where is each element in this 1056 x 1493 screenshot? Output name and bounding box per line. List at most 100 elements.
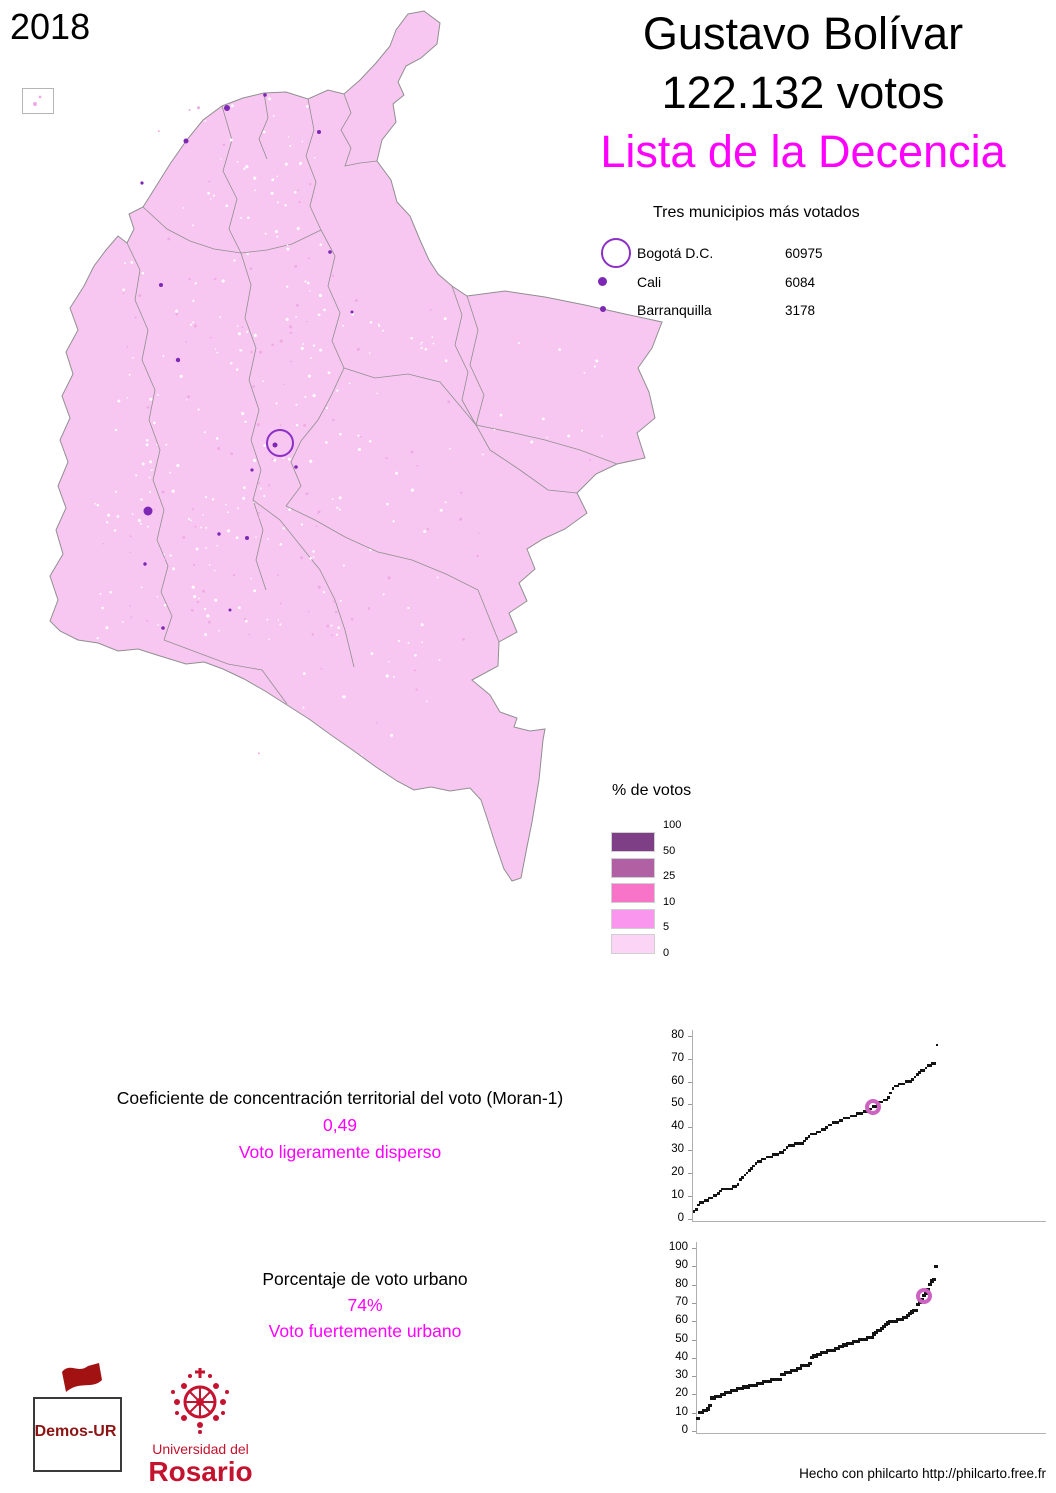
- data-point: [814, 1354, 818, 1358]
- data-point: [730, 1187, 733, 1191]
- data-point: [708, 1196, 711, 1200]
- moran-heading: Coeficiente de concentración territorial…: [116, 1088, 564, 1108]
- y-tick-label: 60: [675, 1314, 688, 1327]
- data-point: [832, 1348, 836, 1353]
- data-point: [807, 1135, 811, 1138]
- y-tick-label: 30: [675, 1369, 688, 1382]
- data-point: [840, 1345, 844, 1349]
- data-point: [862, 1337, 866, 1342]
- data-point: [916, 1303, 920, 1307]
- scale-label: 5: [663, 921, 670, 933]
- y-axis: [696, 1242, 697, 1433]
- scale-label: 10: [663, 895, 676, 908]
- data-point: [802, 1363, 806, 1367]
- y-tick: [688, 1150, 692, 1152]
- data-point: [746, 1385, 750, 1389]
- data-point: [836, 1121, 839, 1124]
- data-point: [732, 1389, 736, 1393]
- y-tick-label: 70: [671, 1051, 684, 1064]
- municipality-dot: [183, 138, 189, 144]
- data-point: [834, 1347, 838, 1351]
- data-point: [888, 1319, 892, 1323]
- y-tick: [692, 1394, 696, 1396]
- data-point: [725, 1187, 729, 1191]
- scale-swatch: [611, 832, 655, 852]
- data-point: [736, 1387, 740, 1391]
- data-point: [816, 1130, 820, 1134]
- data-point: [872, 1332, 876, 1336]
- data-point: [898, 1082, 901, 1086]
- y-tick-label: 0: [681, 1424, 688, 1436]
- data-point: [844, 1343, 848, 1347]
- cali-map-dot: [143, 506, 153, 516]
- data-point: [739, 1178, 742, 1181]
- data-point: [710, 1396, 714, 1400]
- data-point: [714, 1194, 718, 1197]
- urban-value: 74%: [347, 1295, 383, 1315]
- data-point: [754, 1383, 758, 1387]
- data-point: [754, 1162, 758, 1166]
- municipality-name: Barranquilla: [637, 302, 712, 318]
- data-point: [765, 1155, 769, 1159]
- data-point: [834, 1121, 837, 1124]
- moran-label: Voto ligeramente disperso: [238, 1142, 442, 1162]
- data-point: [704, 1409, 708, 1413]
- data-point: [934, 1264, 938, 1268]
- data-point: [836, 1347, 840, 1351]
- data-point: [842, 1343, 846, 1347]
- data-point: [772, 1153, 775, 1156]
- data-point: [772, 1378, 776, 1382]
- y-tick: [692, 1357, 696, 1359]
- data-point: [770, 1378, 774, 1382]
- data-point: [866, 1336, 870, 1340]
- y-tick: [692, 1339, 696, 1341]
- municipalities-legend-title: Tres municipios más votados: [653, 204, 860, 221]
- data-point: [860, 1337, 864, 1342]
- data-point: [789, 1144, 793, 1147]
- municipality-dot: [317, 130, 321, 134]
- data-point: [816, 1352, 820, 1356]
- y-tick-label: 20: [671, 1165, 684, 1178]
- data-point: [922, 1068, 926, 1072]
- data-point: [728, 1390, 732, 1395]
- urban-block: Porcentaje de voto urbano 74% Voto fuert…: [140, 1266, 590, 1344]
- data-point: [933, 1062, 937, 1065]
- data-point: [858, 1337, 862, 1342]
- data-point: [712, 1396, 716, 1400]
- y-tick: [688, 1127, 692, 1129]
- demos-ur-logo: [33, 1397, 122, 1472]
- y-tick-label: 70: [675, 1295, 688, 1308]
- data-point: [762, 1379, 766, 1384]
- y-tick: [692, 1431, 696, 1432]
- colombia-outline: [49, 10, 663, 882]
- y-tick-label: 50: [675, 1332, 688, 1345]
- data-point: [812, 1132, 815, 1136]
- y-tick: [692, 1248, 696, 1249]
- vote-scale-title: % de votos: [612, 782, 692, 799]
- scale-label: 0: [663, 946, 670, 959]
- data-point: [900, 1317, 904, 1321]
- data-point: [847, 1116, 850, 1120]
- data-point: [699, 1201, 702, 1204]
- data-point: [785, 1146, 789, 1150]
- data-point: [742, 1385, 746, 1389]
- data-point: [822, 1350, 826, 1354]
- y-tick: [688, 1195, 692, 1197]
- data-point: [730, 1389, 734, 1393]
- y-tick: [688, 1081, 692, 1083]
- highlighted-point: [916, 1287, 932, 1304]
- y-tick-label: 30: [671, 1143, 684, 1156]
- y-tick-label: 90: [675, 1259, 688, 1272]
- municipality-dot: [143, 562, 147, 566]
- university-name-line2: Rosario: [148, 1456, 253, 1487]
- data-point: [774, 1153, 778, 1156]
- data-point: [846, 1341, 850, 1345]
- data-point: [750, 1383, 754, 1387]
- y-tick: [692, 1412, 696, 1414]
- data-point: [820, 1350, 824, 1354]
- data-point: [848, 1341, 852, 1345]
- data-point: [826, 1348, 830, 1353]
- data-point: [736, 1182, 740, 1186]
- data-point: [744, 1385, 748, 1389]
